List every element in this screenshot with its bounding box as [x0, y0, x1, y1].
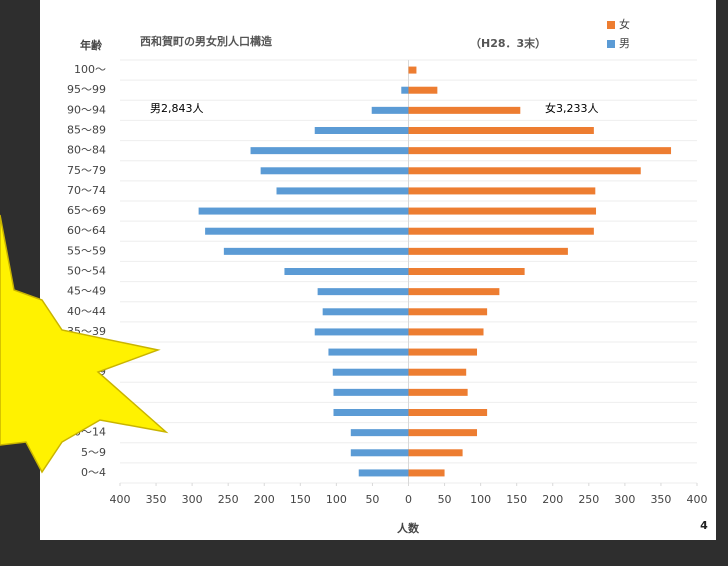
legend-label: 男 — [619, 37, 630, 50]
bar — [408, 348, 478, 356]
bar — [408, 187, 596, 195]
bar — [408, 409, 488, 416]
y-tick-label: 60〜64 — [67, 224, 106, 237]
bar — [328, 348, 409, 356]
bar — [358, 469, 409, 477]
bar — [408, 268, 525, 275]
bar — [408, 227, 594, 235]
x-tick-label: 100 — [326, 493, 347, 506]
y-tick-label: 80〜84 — [67, 144, 106, 157]
chart-subtitle: （H28．3末） — [470, 36, 546, 50]
annotation: 女3,233人 — [545, 101, 599, 115]
x-tick-label: 150 — [506, 493, 527, 506]
annotation: 男2,843人 — [150, 102, 204, 115]
bar — [408, 247, 568, 255]
y-tick-label: 45〜49 — [67, 285, 106, 298]
bar — [408, 308, 488, 316]
legend-swatch — [607, 21, 615, 29]
bar — [408, 86, 438, 94]
bar — [408, 106, 521, 114]
legend-swatch — [607, 40, 615, 48]
bar — [408, 147, 672, 155]
bar — [322, 308, 409, 316]
bar — [408, 328, 484, 336]
x-axis-label: 人数 — [397, 521, 420, 535]
bar — [408, 449, 463, 457]
bar — [250, 147, 409, 155]
x-tick-label: 300 — [614, 493, 635, 506]
x-tick-label: 100 — [470, 493, 491, 506]
x-tick-label: 350 — [146, 493, 167, 506]
y-tick-label: 65〜69 — [67, 204, 106, 217]
bar — [223, 247, 409, 255]
starburst — [0, 214, 169, 474]
bar — [408, 388, 468, 396]
bar — [401, 86, 409, 94]
y-tick-label: 100〜 — [74, 63, 106, 76]
bar — [408, 66, 417, 74]
x-tick-label: 50 — [438, 493, 452, 506]
x-tick-label: 250 — [578, 493, 599, 506]
bar — [205, 227, 409, 235]
bar — [408, 429, 478, 437]
y-tick-label: 50〜54 — [67, 265, 106, 278]
bar — [284, 268, 409, 275]
x-tick-label: 400 — [110, 493, 131, 506]
bar — [317, 288, 409, 296]
y-tick-label: 75〜79 — [67, 164, 106, 177]
bar — [314, 127, 409, 134]
chart-title: 西和賀町の男女別人口構造 — [140, 34, 273, 48]
x-tick-label: 50 — [365, 493, 379, 506]
x-tick-label: 250 — [218, 493, 239, 506]
y-tick-label: 95〜99 — [67, 83, 106, 96]
bar — [408, 469, 445, 477]
bar — [333, 409, 409, 416]
bar — [350, 449, 409, 457]
page-number: 4 — [700, 519, 708, 532]
plot: 400 350 300 250 200 150 100 50 0 50 100 150 200 250 30… — [67, 59, 708, 506]
y-tick-label: 5〜9 — [81, 446, 106, 459]
bar — [333, 388, 409, 396]
x-tick-label: 400 — [687, 493, 708, 506]
x-tick-label: 0 — [405, 493, 412, 506]
x-tick-label: 300 — [182, 493, 203, 506]
y-tick-label: 70〜74 — [67, 184, 106, 197]
bar — [408, 288, 500, 296]
bar — [408, 207, 597, 215]
x-tick-label: 350 — [650, 493, 671, 506]
bar — [332, 368, 409, 376]
y-tick-label: 90〜94 — [67, 103, 106, 116]
bar — [198, 207, 409, 215]
bar — [260, 167, 409, 175]
y-tick-label: 0〜4 — [81, 466, 106, 479]
bar — [408, 368, 467, 376]
bar — [314, 328, 409, 336]
x-tick-label: 150 — [290, 493, 311, 506]
y-tick-label: 40〜44 — [67, 305, 106, 318]
legend-label: 女 — [619, 17, 630, 31]
y-axis-label: 年齢 — [80, 38, 103, 52]
bar — [350, 429, 409, 437]
y-tick-label: 85〜89 — [67, 124, 106, 137]
x-tick-label: 200 — [542, 493, 563, 506]
bar — [276, 187, 409, 195]
x-tick-label: 200 — [254, 493, 275, 506]
y-tick-label: 55〜59 — [67, 244, 106, 257]
bar — [408, 127, 594, 134]
bar — [371, 106, 409, 114]
bar — [408, 167, 641, 175]
